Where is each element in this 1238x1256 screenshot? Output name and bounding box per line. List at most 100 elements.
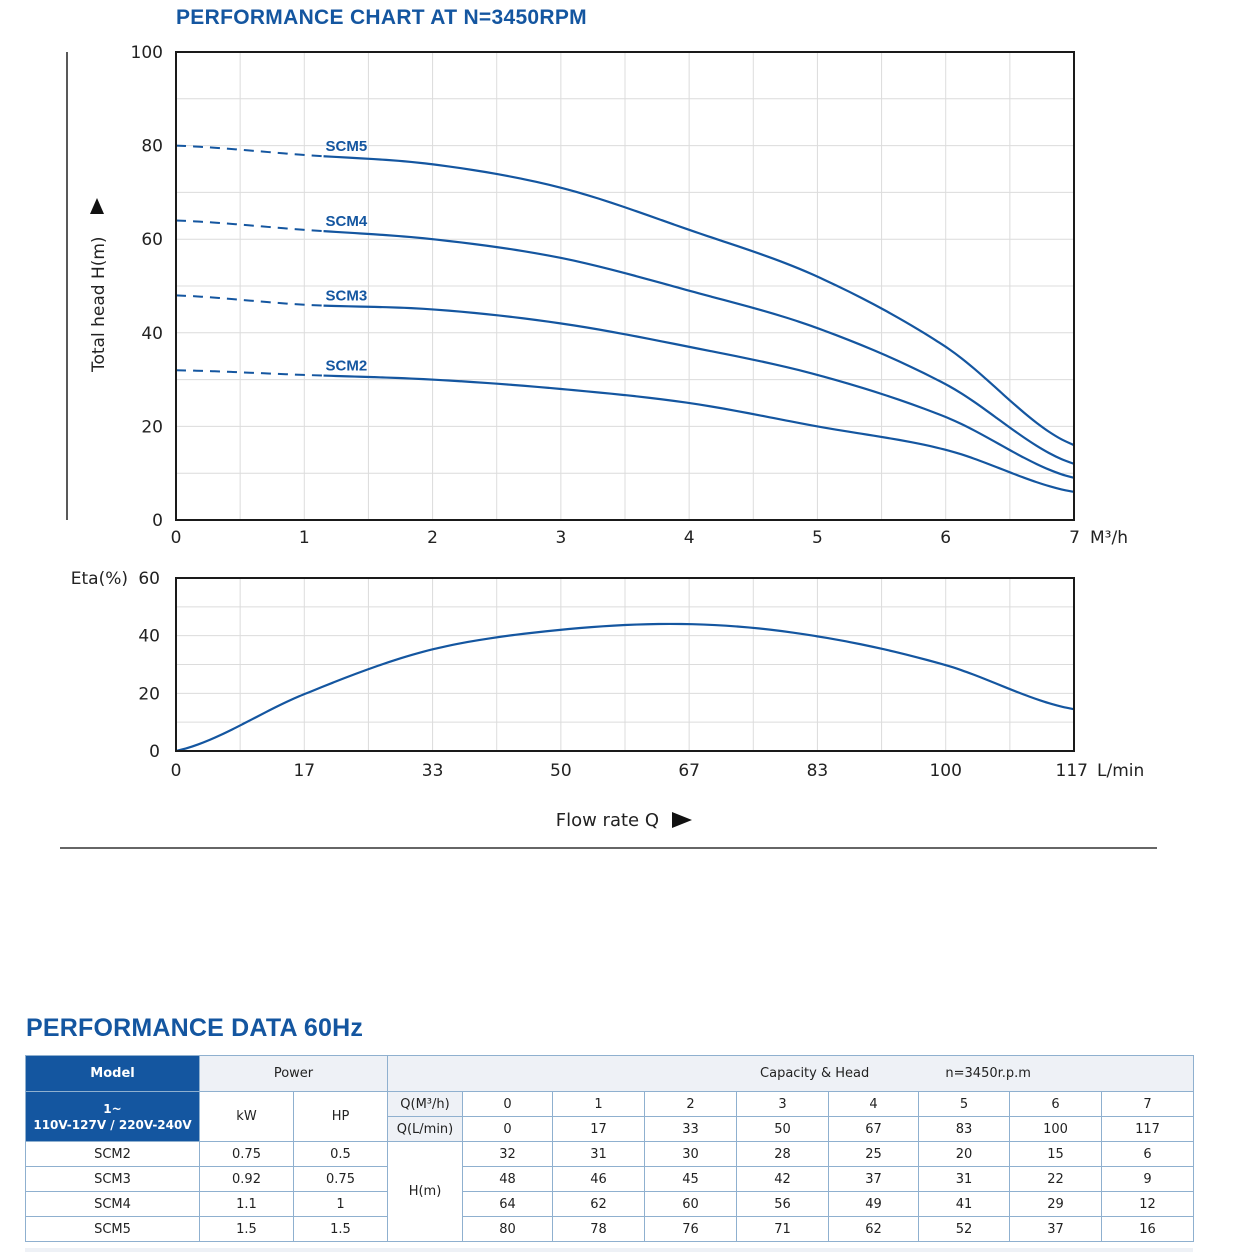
phase-cell: 1~ 110V-127V / 220V-240V	[25, 1091, 200, 1142]
capacity-header: Capacity & Head	[760, 1066, 870, 1081]
head-x-tick-label: 4	[684, 528, 695, 548]
kw-cell: 0.92	[199, 1166, 294, 1192]
head-cell: 25	[828, 1141, 919, 1167]
eta-grid	[176, 578, 1074, 751]
table-row: SCM2 0.75 0.5 H(m) 32 31 30 28 25 20 15 …	[25, 1141, 1194, 1242]
head-y-tick-label: 40	[141, 324, 163, 344]
head-y-tick-label: 0	[152, 511, 163, 531]
eta-axis-title: Eta(%)	[71, 569, 128, 589]
head-cell: 29	[1009, 1191, 1102, 1217]
series-line	[323, 230, 1075, 465]
efficiency-line	[175, 622, 1075, 753]
series-line	[323, 304, 1075, 479]
q-lmin-cell: 83	[918, 1116, 1010, 1142]
head-x-tick-label: 5	[812, 528, 823, 548]
hp-cell: 0.75	[293, 1166, 388, 1192]
q-m3h-cell: 4	[828, 1091, 919, 1117]
head-cell: 31	[552, 1141, 645, 1167]
head-x-tick-label: 1	[299, 528, 310, 548]
eta-ticks: 0 17 33 50 67 83 100 117 0 20 40 60	[138, 569, 1088, 781]
head-cell: 49	[828, 1191, 919, 1217]
eta-x-tick-label: 83	[807, 761, 829, 781]
capacity-header-cell: Capacity & Head n=3450r.p.m	[387, 1055, 1194, 1092]
head-cell: 16	[1101, 1216, 1194, 1242]
head-cell: 78	[552, 1216, 645, 1242]
head-cell: 37	[1009, 1216, 1102, 1242]
speed-note: n=3450r.p.m	[945, 1066, 1031, 1081]
q-lmin-cell: 100	[1009, 1116, 1102, 1142]
head-cell: 32	[462, 1141, 553, 1167]
hp-cell: 1.5	[293, 1216, 388, 1242]
eta-x-tick-label: 33	[422, 761, 444, 781]
q-m3h-cell: 3	[736, 1091, 829, 1117]
performance-data-table: Model Power Capacity & Head n=3450r.p.m …	[25, 1055, 1194, 1242]
eta-x-tick-label: 17	[293, 761, 315, 781]
head-cell: 62	[828, 1216, 919, 1242]
q-lmin-cell: 50	[736, 1116, 829, 1142]
head-cell: 28	[736, 1141, 829, 1167]
model-header: Model	[25, 1055, 200, 1092]
hp-cell: 0.5	[293, 1141, 388, 1167]
head-cell: 45	[644, 1166, 737, 1192]
series-dashed-line	[175, 369, 324, 377]
model-cell: SCM5	[25, 1216, 200, 1242]
head-x-unit: M³/h	[1090, 528, 1128, 548]
head-x-tick-label: 2	[427, 528, 438, 548]
flow-axis-title: Flow rate Q	[556, 810, 659, 831]
q-m3h-cell: 6	[1009, 1091, 1102, 1117]
series-line	[323, 155, 1075, 447]
series-dashed-line	[175, 219, 324, 233]
head-y-tick-label: 60	[141, 230, 163, 250]
flow-axis-arrow-icon	[672, 812, 692, 828]
bottom-rule	[25, 1248, 1193, 1252]
head-x-tick-label: 3	[555, 528, 566, 548]
head-x-tick-label: 6	[940, 528, 951, 548]
head-cell: 6	[1101, 1141, 1194, 1167]
eta-x-tick-label: 0	[171, 761, 182, 781]
eta-y-tick-label: 0	[149, 742, 160, 762]
series-label: SCM3	[326, 288, 368, 305]
table-row: SCM3 0.92 0.75 48 46 45 42 37 31 22 9	[25, 1166, 1194, 1192]
power-header: Power	[199, 1055, 388, 1092]
series-dashed-line	[175, 144, 324, 158]
q-m3h-cell: 2	[644, 1091, 737, 1117]
head-cell: 60	[644, 1191, 737, 1217]
series-label: SCM5	[326, 138, 368, 155]
table-row: SCM4 1.1 1 64 62 60 56 49 41 29 12	[25, 1191, 1194, 1217]
eta-x-tick-label: 117	[1056, 761, 1088, 781]
head-cell: 15	[1009, 1141, 1102, 1167]
eta-x-tick-label: 100	[929, 761, 961, 781]
kw-cell: 0.75	[199, 1141, 294, 1167]
model-cell: SCM2	[25, 1141, 200, 1167]
head-y-tick-label: 100	[131, 43, 163, 63]
head-cell: 48	[462, 1166, 553, 1192]
head-cell: 52	[918, 1216, 1010, 1242]
head-x-tick-label: 0	[171, 528, 182, 548]
table-row: SCM5 1.5 1.5 80 78 76 71 62 52 37 16	[25, 1216, 1194, 1242]
data-title: PERFORMANCE DATA 60Hz	[26, 1014, 364, 1042]
head-cell: 37	[828, 1166, 919, 1192]
head-y-tick-label: 80	[141, 137, 163, 157]
eta-y-tick-label: 60	[138, 569, 160, 589]
q-lmin-cell: 0	[462, 1116, 553, 1142]
q-m3h-cell: 0	[462, 1091, 553, 1117]
head-cell: 9	[1101, 1166, 1194, 1192]
kw-header: kW	[199, 1091, 294, 1142]
head-cell: 46	[552, 1166, 645, 1192]
head-axis-title: Total head H(m)	[89, 236, 109, 373]
eta-curves	[175, 622, 1075, 753]
hp-cell: 1	[293, 1191, 388, 1217]
head-cell: 31	[918, 1166, 1010, 1192]
kw-cell: 1.1	[199, 1191, 294, 1217]
head-cell: 12	[1101, 1191, 1194, 1217]
model-cell: SCM3	[25, 1166, 200, 1192]
q-m3h-cell: 1	[552, 1091, 645, 1117]
q-lmin-cell: 117	[1101, 1116, 1194, 1142]
head-y-tick-label: 20	[141, 417, 163, 437]
chart-title: PERFORMANCE CHART AT N=3450RPM	[176, 6, 587, 29]
q-m3h-label: Q(M³/h)	[387, 1091, 463, 1117]
q-lmin-cell: 67	[828, 1116, 919, 1142]
q-m3h-cell: 5	[918, 1091, 1010, 1117]
